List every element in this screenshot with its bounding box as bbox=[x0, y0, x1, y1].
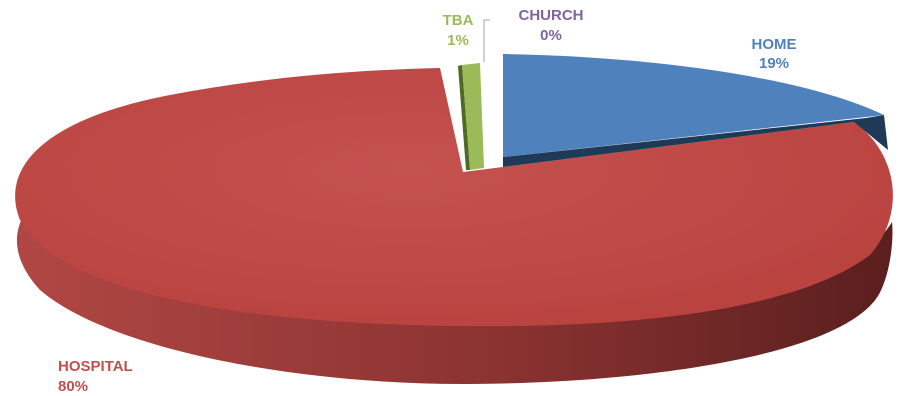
slice-home-side bbox=[503, 115, 888, 167]
slice-tba-side bbox=[458, 65, 470, 170]
label-tba: TBA bbox=[443, 12, 474, 29]
slice-hospital bbox=[15, 68, 893, 327]
slice-hospital-side bbox=[16, 215, 893, 385]
label-home: HOME bbox=[752, 36, 797, 53]
value-hospital: 80% bbox=[58, 378, 88, 395]
slice-home bbox=[503, 54, 884, 157]
slice-tba bbox=[462, 63, 484, 170]
value-tba: 1% bbox=[447, 32, 469, 49]
label-church: CHURCH bbox=[519, 7, 584, 24]
value-home: 19% bbox=[759, 55, 789, 72]
label-hospital: HOSPITAL bbox=[58, 358, 133, 375]
church-leader-line bbox=[483, 19, 490, 62]
value-church: 0% bbox=[540, 27, 562, 44]
